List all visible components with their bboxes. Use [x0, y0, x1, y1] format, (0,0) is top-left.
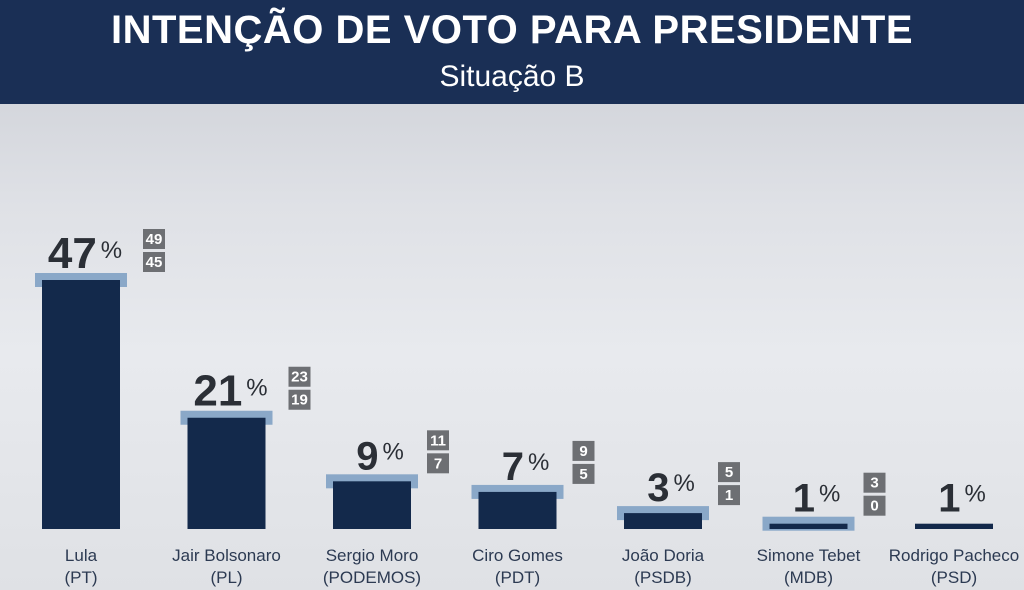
bar — [769, 523, 848, 529]
tick-label: Rodrigo Pacheco — [889, 546, 1019, 565]
data-label: 1% — [793, 477, 841, 521]
data-label: 9% — [356, 434, 404, 478]
upper-bound-label: 11 — [430, 432, 446, 449]
upper-bound-box — [143, 229, 165, 249]
bar — [333, 481, 411, 529]
party-label: (PSDB) — [634, 568, 692, 587]
chart-title: INTENÇÃO DE VOTO PARA PRESIDENTE — [110, 8, 913, 52]
lower-bound-box — [572, 463, 595, 484]
data-label: 7% — [502, 445, 550, 489]
tick-label: Sergio Moro — [326, 546, 419, 565]
lower-bound-box — [143, 252, 165, 272]
upper-bound-label: 23 — [291, 369, 308, 386]
bar — [478, 491, 557, 529]
tick-label: Lula — [65, 546, 98, 565]
lower-bound-label: 5 — [579, 466, 587, 483]
upper-bound-box — [572, 440, 595, 461]
party-label: (PODEMOS) — [323, 568, 421, 587]
header-band: INTENÇÃO DE VOTO PARA PRESIDENTE Situaçã… — [0, 0, 1024, 104]
lower-bound-box — [288, 389, 311, 410]
upper-bound-box — [288, 366, 311, 387]
upper-bound-label: 3 — [870, 475, 878, 492]
lower-bound-box — [863, 495, 886, 516]
party-label: (PT) — [64, 568, 97, 587]
lower-bound-box — [718, 485, 740, 506]
lower-bound-label: 19 — [291, 392, 308, 409]
party-label: (PL) — [210, 568, 242, 587]
upper-bound-box — [718, 462, 740, 483]
tick-label: Simone Tebet — [757, 546, 861, 565]
chart-subtitle: Situação B — [439, 60, 585, 93]
data-label: 3% — [647, 466, 695, 510]
tick-label: Jair Bolsonaro — [172, 546, 281, 565]
data-label: 1% — [938, 477, 986, 521]
upper-bound-label: 49 — [146, 231, 163, 248]
data-label: 47% — [48, 229, 122, 278]
tick-label: Ciro Gomes — [472, 546, 563, 565]
data-label: 21% — [193, 367, 267, 416]
lower-bound-label: 0 — [870, 498, 878, 515]
upper-bound-label: 9 — [579, 443, 587, 460]
lower-bound-box — [427, 453, 449, 474]
party-label: (PSD) — [931, 568, 977, 587]
bar — [187, 417, 266, 529]
tick-label: João Doria — [622, 546, 705, 565]
bar — [915, 523, 993, 529]
lower-bound-label: 45 — [146, 254, 163, 271]
bar — [42, 280, 120, 529]
upper-bound-box — [863, 472, 886, 493]
lower-bound-label: 7 — [434, 455, 442, 472]
bar — [624, 513, 702, 529]
party-label: (MDB) — [784, 568, 833, 587]
upper-bound-label: 5 — [725, 464, 733, 481]
upper-bound-box — [427, 430, 449, 451]
party-label: (PDT) — [495, 568, 540, 587]
lower-bound-label: 1 — [725, 487, 733, 504]
